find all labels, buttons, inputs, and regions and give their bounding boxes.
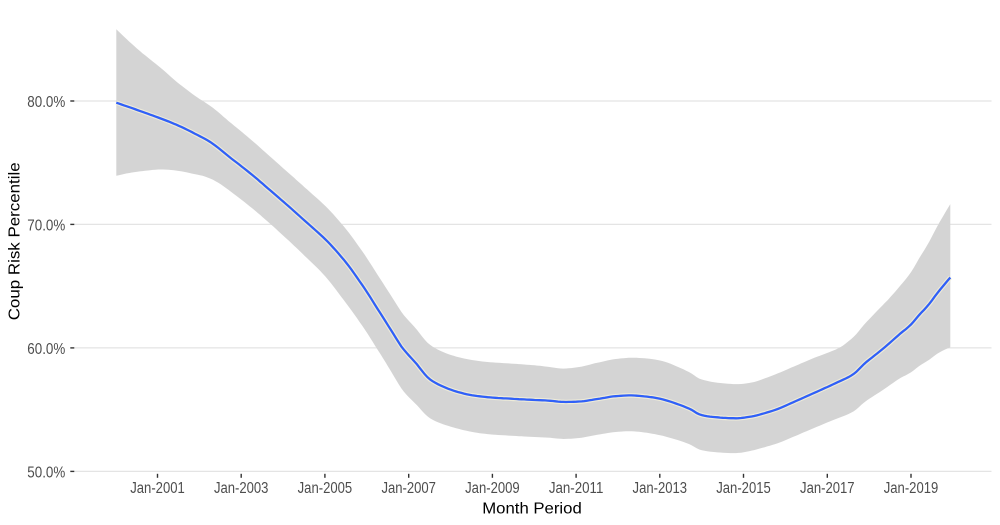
- svg-text:Jan-2015: Jan-2015: [716, 480, 771, 497]
- svg-text:70.0%: 70.0%: [27, 217, 65, 234]
- svg-text:Jan-2019: Jan-2019: [884, 480, 939, 497]
- svg-text:Jan-2001: Jan-2001: [130, 480, 185, 497]
- svg-text:50.0%: 50.0%: [27, 464, 65, 481]
- svg-text:Month Period: Month Period: [482, 500, 582, 517]
- svg-text:Jan-2017: Jan-2017: [800, 480, 855, 497]
- svg-text:Jan-2013: Jan-2013: [633, 480, 688, 497]
- svg-text:Jan-2003: Jan-2003: [214, 480, 269, 497]
- svg-text:Jan-2005: Jan-2005: [298, 480, 353, 497]
- svg-text:Jan-2009: Jan-2009: [465, 480, 520, 497]
- svg-text:Coup Risk Percentile: Coup Risk Percentile: [7, 162, 24, 320]
- svg-text:80.0%: 80.0%: [27, 94, 65, 111]
- svg-text:Jan-2011: Jan-2011: [549, 480, 604, 497]
- svg-text:60.0%: 60.0%: [27, 341, 65, 358]
- svg-text:Jan-2007: Jan-2007: [381, 480, 436, 497]
